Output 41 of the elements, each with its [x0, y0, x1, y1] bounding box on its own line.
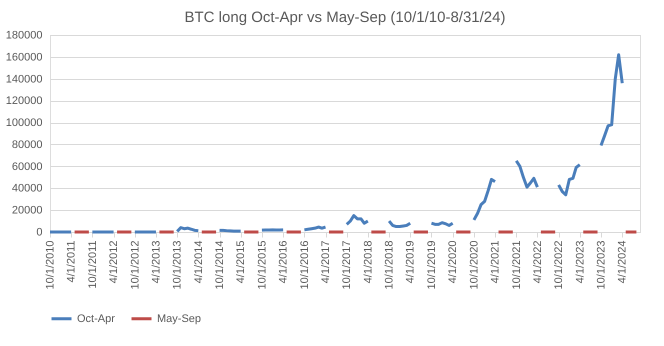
x-tick-label: 10/1/2016: [298, 240, 311, 290]
x-tick-label: 10/1/2013: [172, 240, 184, 290]
x-tick-label: 4/1/2018: [362, 240, 374, 284]
x-tick-label: 4/1/2022: [532, 240, 544, 284]
y-tick-label: 40000: [12, 182, 42, 195]
legend-label: May-Sep: [157, 312, 202, 325]
x-tick-label: 4/1/2017: [320, 240, 332, 284]
y-tick-label: 160000: [6, 51, 42, 64]
x-tick-label: 10/1/2019: [426, 240, 438, 290]
x-tick-label: 4/1/2011: [66, 240, 78, 283]
x-tick-label: 4/1/2012: [108, 240, 120, 284]
x-tick-label: 10/1/2012: [129, 240, 142, 290]
x-tick-label: 4/1/2014: [192, 240, 205, 284]
y-tick-label: 0: [36, 226, 42, 238]
x-tick-label: 10/1/2010: [44, 240, 56, 290]
x-tick-label: 10/1/2015: [256, 240, 268, 290]
x-tick-label: 10/1/2021: [510, 240, 523, 290]
y-tick-label: 60000: [12, 160, 42, 173]
x-tick-label: 4/1/2015: [235, 240, 248, 284]
x-tick-label: 4/1/2023: [574, 240, 586, 284]
y-tick-label: 140000: [6, 73, 42, 86]
y-tick-label: 180000: [6, 30, 42, 42]
legend-label: Oct-Apr: [77, 312, 116, 325]
x-tick-label: 10/1/2023: [596, 240, 608, 290]
x-tick-label: 10/1/2017: [341, 240, 354, 290]
y-tick-label: 20000: [12, 204, 42, 217]
y-tick-label: 80000: [12, 138, 42, 151]
x-tick-label: 4/1/2019: [404, 240, 417, 284]
y-tick-label: 100000: [6, 117, 42, 130]
x-tick-label: 4/1/2024: [616, 240, 629, 284]
x-tick-label: 4/1/2013: [150, 240, 162, 284]
y-tick-label: 120000: [6, 95, 42, 108]
x-tick-label: 10/1/2011: [86, 240, 99, 289]
x-tick-label: 4/1/2020: [447, 240, 460, 284]
x-tick-label: 10/1/2014: [214, 240, 226, 290]
x-tick-label: 4/1/2021: [490, 240, 502, 284]
x-tick-label: 10/1/2020: [468, 240, 480, 290]
x-tick-label: 10/1/2022: [553, 240, 566, 290]
x-tick-label: 4/1/2016: [278, 240, 290, 284]
chart-title: BTC long Oct-Apr vs May-Sep (10/1/10-8/31/24): [184, 9, 506, 26]
x-tick-label: 10/1/2018: [384, 240, 396, 290]
